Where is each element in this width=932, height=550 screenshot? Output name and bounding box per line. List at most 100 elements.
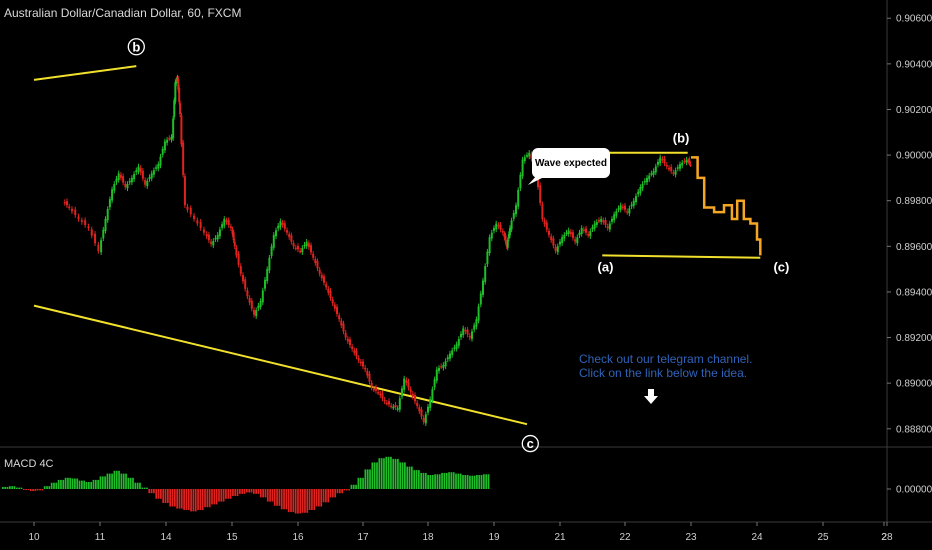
macd-bar: [92, 479, 95, 489]
candle-body: [229, 226, 232, 229]
macd-bar: [60, 479, 62, 489]
candle-body: [641, 183, 644, 189]
macd-bar: [376, 462, 378, 489]
candle-body: [587, 233, 590, 236]
candle-body: [652, 171, 655, 175]
time-tick-label: 24: [751, 532, 763, 543]
candle-body: [554, 246, 557, 251]
macd-bar: [406, 466, 409, 489]
macd-bar: [485, 474, 488, 489]
candle-body: [312, 253, 315, 258]
candle-body: [385, 402, 388, 405]
candle-body: [689, 164, 692, 166]
candle-body: [80, 220, 83, 222]
candle-body: [659, 157, 662, 164]
macd-bar: [427, 475, 429, 489]
macd-bar: [129, 477, 132, 489]
price-tick-label: 0.89200: [896, 333, 932, 344]
candle-body: [351, 346, 354, 349]
macd-bar: [392, 458, 395, 489]
candle-body: [670, 166, 673, 172]
candle-body: [264, 279, 266, 289]
macd-bar: [273, 489, 276, 506]
time-axis[interactable]: 10 11 14 15 16 17 18 19 21 22 23 24 25 282: [28, 522, 893, 543]
macd-bar: [127, 477, 130, 489]
macd-bar: [99, 476, 102, 489]
macd-bar: [471, 475, 474, 489]
macd-bar: [415, 470, 418, 489]
macd-bar: [55, 482, 58, 489]
macd-bar: [213, 489, 216, 505]
candle-body: [170, 136, 173, 140]
candle-body: [611, 218, 613, 222]
candle-body: [235, 247, 238, 256]
macd-bar: [157, 489, 160, 499]
macd-bar: [320, 489, 323, 507]
candle-body: [578, 232, 581, 236]
candle-body: [325, 284, 328, 288]
down-arrow-icon: [644, 389, 658, 404]
candle-body: [290, 235, 293, 242]
macd-bar: [311, 489, 313, 510]
candle-body: [569, 231, 572, 235]
candle-body: [453, 347, 456, 349]
candle-body: [449, 353, 451, 359]
macd-bar: [294, 489, 297, 514]
price-axis[interactable]: 0.90600 0.90400 0.90200 0.90000 0.89800 0.896…: [887, 14, 932, 496]
candle-body: [372, 389, 375, 391]
macd-bar: [301, 489, 304, 513]
candle-body: [455, 344, 458, 349]
macd-bar: [334, 489, 337, 498]
candle-body: [115, 178, 118, 183]
candle-body: [679, 164, 681, 169]
candle-body: [175, 80, 178, 84]
candle-body: [431, 389, 434, 401]
macd-bar: [194, 489, 197, 512]
macd-bar: [150, 489, 153, 494]
candle-body: [299, 250, 302, 253]
candle-body: [94, 233, 97, 244]
wave-expected-bubble: Wave expected: [532, 148, 610, 178]
macd-bar: [46, 486, 48, 489]
macd-bar: [32, 489, 34, 492]
macd-bar: [397, 458, 399, 489]
candle-body: [320, 275, 323, 279]
macd-bar: [178, 489, 181, 509]
candle-body: [567, 230, 570, 234]
macd-bar: [236, 489, 239, 496]
candle-body: [405, 379, 408, 384]
macd-bar: [345, 489, 348, 491]
candle-body: [572, 232, 574, 238]
candle-body: [199, 221, 202, 229]
candle-body: [433, 379, 436, 388]
macd-bar: [122, 473, 125, 489]
candle-body: [398, 398, 401, 410]
candle-body: [239, 265, 242, 274]
macd-bar: [36, 489, 39, 491]
candle-body: [359, 361, 362, 364]
candle-body: [212, 240, 215, 246]
candle-body: [180, 115, 183, 145]
macd-bar: [108, 473, 111, 489]
macd-bar: [225, 489, 227, 499]
macd-bar: [148, 489, 151, 494]
macd-bar: [304, 489, 306, 513]
macd-bar: [204, 489, 206, 508]
candle-body: [370, 382, 373, 388]
candle-body: [196, 220, 199, 224]
wave-label-circle: [521, 434, 539, 453]
macd-bar: [53, 482, 55, 489]
price-tick-label: 0.89000: [896, 379, 932, 390]
candle-body: [292, 243, 295, 247]
candle-body: [146, 180, 149, 187]
candle-body: [648, 175, 651, 180]
candle-body: [464, 329, 467, 332]
macd-bar: [141, 487, 144, 489]
candle-body: [619, 205, 622, 210]
candle-body: [155, 167, 158, 169]
macd-bar: [287, 489, 290, 513]
candle-body: [661, 158, 664, 161]
candle-body: [541, 204, 544, 219]
candle-body: [100, 240, 103, 253]
